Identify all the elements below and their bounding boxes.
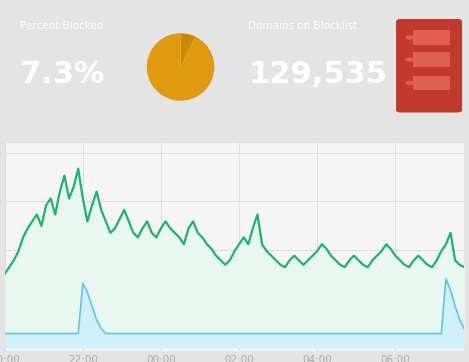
Wedge shape	[147, 33, 214, 101]
Text: 7.3%: 7.3%	[20, 60, 105, 89]
Bar	[413, 30, 449, 45]
Wedge shape	[181, 33, 196, 67]
Text: 129,535: 129,535	[248, 60, 387, 89]
Circle shape	[405, 35, 413, 40]
FancyBboxPatch shape	[396, 19, 462, 113]
Bar	[413, 76, 449, 90]
Text: Domains on Blocklist: Domains on Blocklist	[248, 21, 358, 31]
Text: Percent Blocked: Percent Blocked	[20, 21, 104, 31]
Circle shape	[405, 57, 413, 62]
Circle shape	[405, 81, 413, 85]
Bar	[413, 52, 449, 67]
